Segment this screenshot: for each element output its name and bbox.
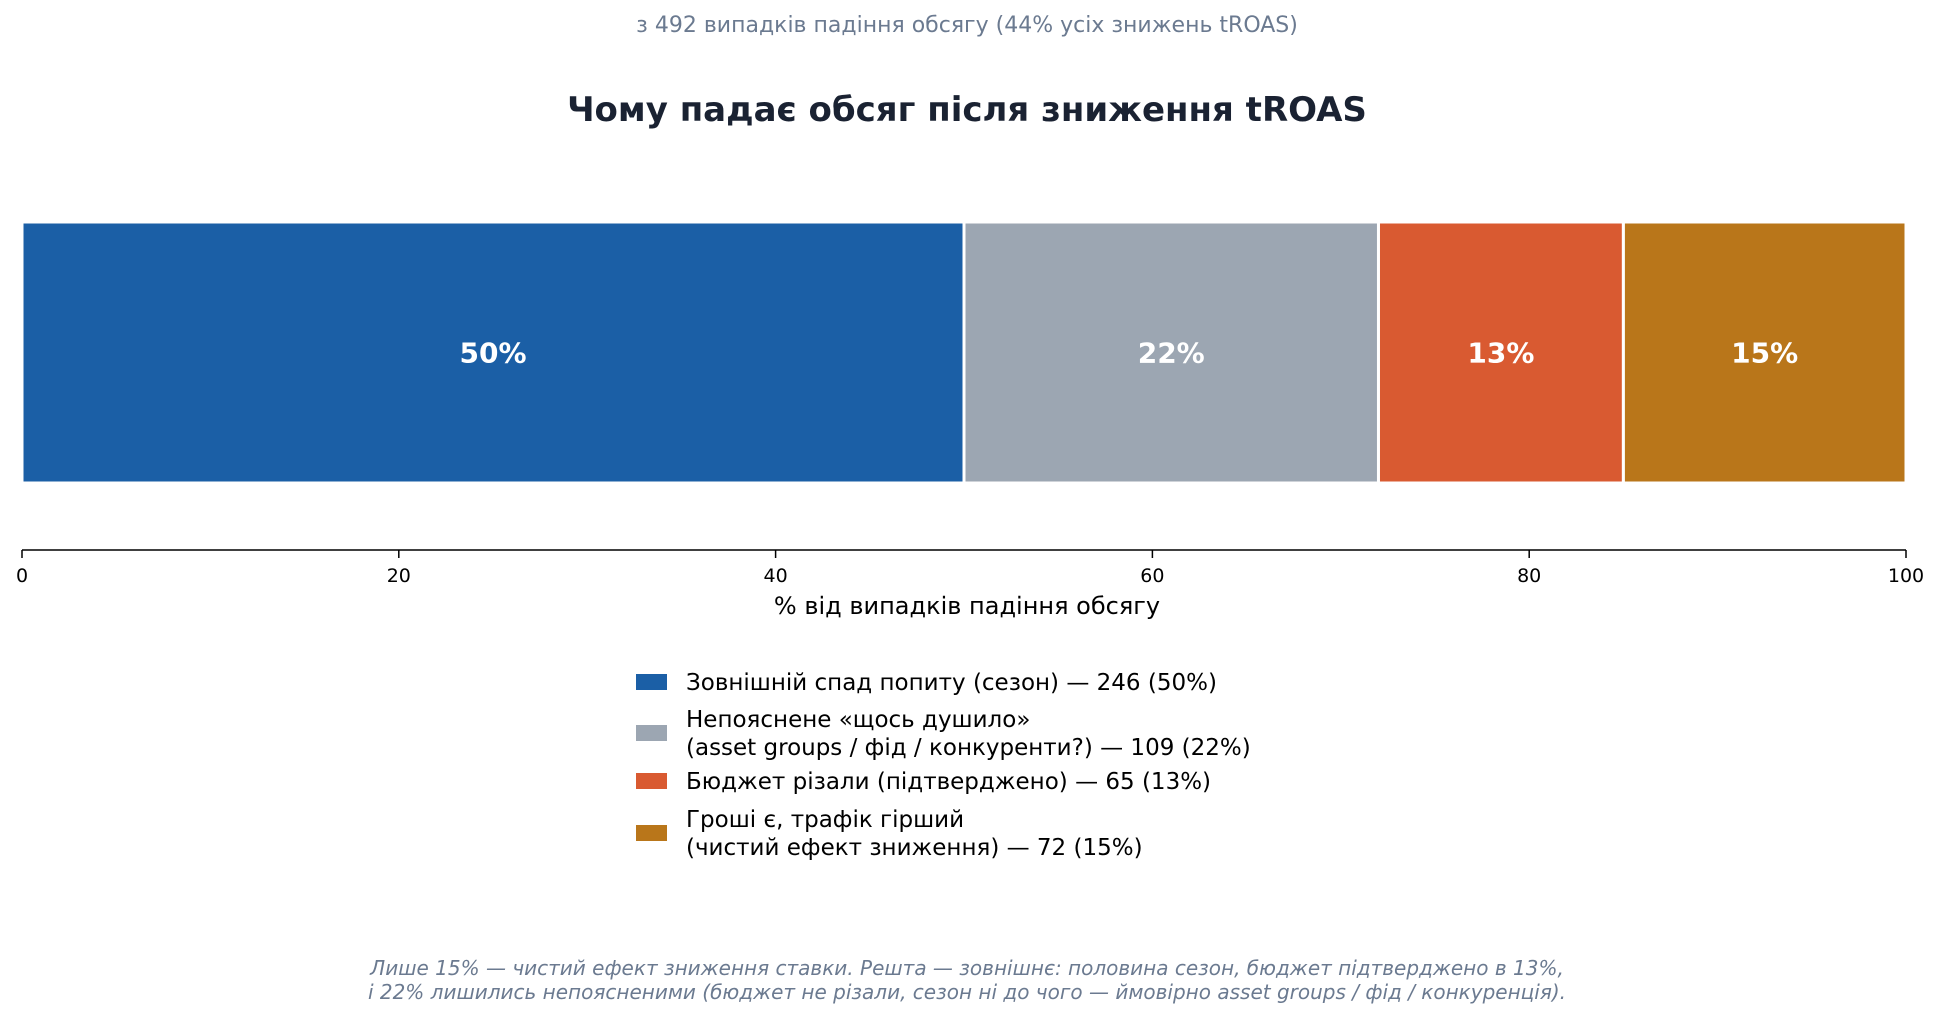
bar-value-label-4: 15% [1731, 337, 1798, 370]
x-tick-label-0: 0 [16, 565, 28, 587]
footnote-line-2: і 22% лишились непоясненими (бюджет не р… [368, 980, 1566, 1004]
x-tick-label-20: 20 [387, 565, 411, 587]
legend-label-3-line-1: Бюджет різали (підтверджено) — 65 (13%) [686, 769, 1211, 795]
bar-segment-4 [1621, 220, 1908, 485]
x-tick-label-80: 80 [1517, 565, 1541, 587]
bar-segments: 50% 22% 13% 15% [20, 220, 1908, 485]
bar-segment-1 [20, 220, 966, 485]
bar-value-label-1: 50% [459, 337, 526, 370]
footnote: Лише 15% — чистий ефект зниження ставки.… [368, 956, 1566, 1004]
bar-value-label-3: 13% [1467, 337, 1534, 370]
x-tick-label-100: 100 [1888, 565, 1924, 587]
bar-segment-3 [1376, 220, 1625, 485]
footnote-line-1: Лише 15% — чистий ефект зниження ставки.… [369, 956, 1564, 980]
legend-label-1-line-1: Зовнішній спад попиту (сезон) — 246 (50%… [686, 670, 1217, 696]
x-axis: 0 20 40 60 80 100 [16, 549, 1924, 587]
chart-subtitle: з 492 випадків падіння обсягу (44% усіх … [636, 13, 1298, 38]
chart-title: Чому падає обсяг після зниження tROAS [567, 90, 1367, 130]
bar-segment-2 [962, 220, 1380, 485]
legend-label-4-line-2: (чистий ефект зниження) — 72 (15%) [686, 835, 1143, 861]
legend-label-2-line-2: (asset groups / фід / конкуренти?) — 109… [686, 735, 1251, 761]
x-tick-label-40: 40 [764, 565, 788, 587]
legend-swatch-1 [636, 674, 667, 690]
x-tick-label-60: 60 [1140, 565, 1164, 587]
legend: Зовнішній спад попиту (сезон) — 246 (50%… [636, 670, 1251, 861]
bar-value-label-2: 22% [1138, 337, 1205, 370]
legend-label-4-line-1: Гроші є, трафік гірший [686, 807, 964, 833]
legend-label-2-line-1: Непояснене «щось душило» [686, 707, 1030, 733]
legend-swatch-4 [636, 825, 667, 841]
x-axis-label: % від випадків падіння обсягу [774, 592, 1160, 620]
legend-swatch-2 [636, 725, 667, 741]
legend-swatch-3 [636, 773, 667, 789]
